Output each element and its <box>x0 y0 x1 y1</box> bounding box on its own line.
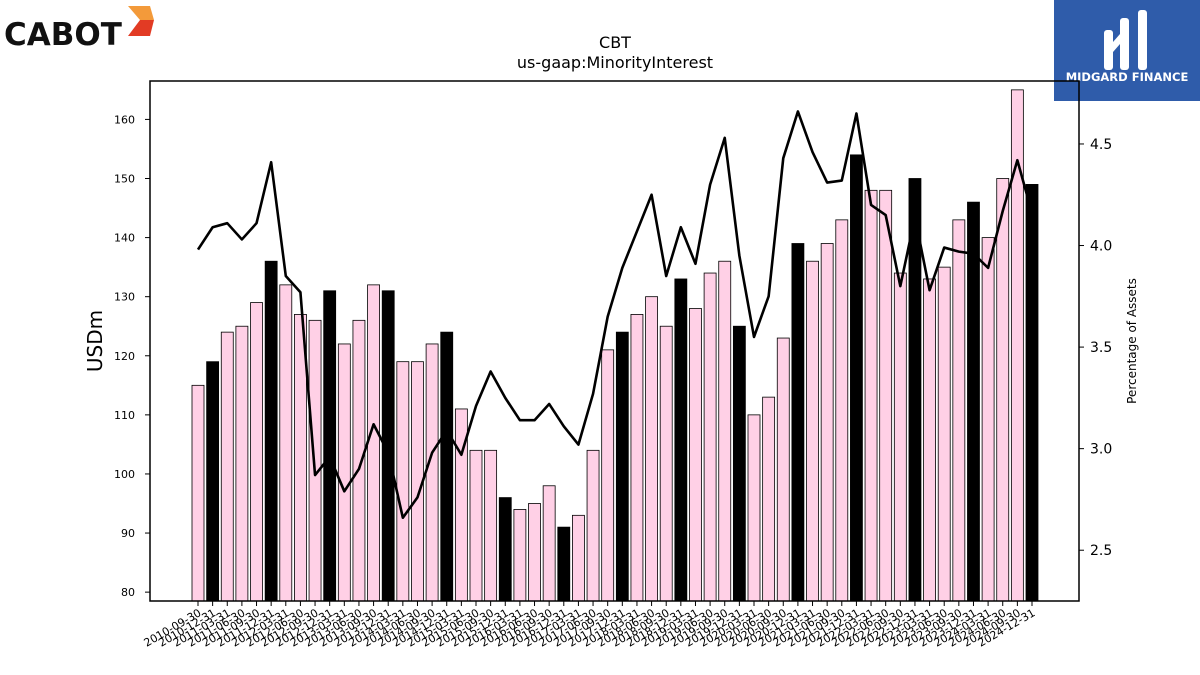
left-axis: 80 90 100 110 120 130 140 150 160 <box>114 113 150 599</box>
bar-2015-12-31 <box>498 497 512 602</box>
bar-2018-06-30 <box>645 296 658 602</box>
cabot-logo: CABOT <box>4 4 164 54</box>
bars-group <box>191 89 1039 602</box>
bar-2012-03-31 <box>279 284 293 602</box>
bar-2023-09-30 <box>952 219 966 602</box>
y2-tick-label-3.5: 3.5 <box>1090 340 1112 356</box>
bar-2020-12-31 <box>791 243 805 602</box>
bar-2014-12-31 <box>440 331 454 602</box>
bar-2014-09-30 <box>425 343 439 602</box>
y-tick-label-120: 120 <box>114 350 135 363</box>
bar-2011-06-30 <box>235 325 249 602</box>
bar-2016-12-31 <box>557 526 571 602</box>
line-layer <box>196 110 1034 520</box>
y2-tick-label-2.5: 2.5 <box>1090 543 1112 559</box>
bar-2019-09-30 <box>718 260 732 602</box>
bar-2011-09-30 <box>250 302 263 602</box>
bar-2021-12-31 <box>850 154 863 602</box>
bar-2023-12-31 <box>967 201 980 602</box>
bar-2018-03-31 <box>630 314 644 602</box>
y-tick-label-80: 80 <box>121 586 135 599</box>
bar-2016-06-30 <box>528 503 541 602</box>
bar-2020-03-31 <box>747 414 761 602</box>
bar-2024-03-31 <box>981 237 995 602</box>
bar-2015-06-30 <box>469 449 483 602</box>
percentage-line <box>196 110 1034 520</box>
bar-2020-06-30 <box>762 396 776 602</box>
bar-2021-09-30 <box>835 219 849 602</box>
bar-2021-03-31 <box>806 260 819 602</box>
y-tick-label-140: 140 <box>114 232 135 245</box>
logo-bar-right <box>1138 10 1147 70</box>
bar-2021-06-30 <box>820 243 834 602</box>
bar-2024-09-30 <box>1010 89 1024 602</box>
y2-tick-label-4.5: 4.5 <box>1090 137 1112 153</box>
bar-2019-03-31 <box>689 308 702 602</box>
right-axis: 2.5 3.0 3.5 4.0 4.5 <box>1079 137 1112 559</box>
y2-tick-label-4: 4.0 <box>1090 239 1112 255</box>
bar-2012-12-31 <box>323 290 337 602</box>
y-tick-label-100: 100 <box>114 468 135 481</box>
bar-2022-03-31 <box>864 189 878 602</box>
bar-2011-03-31 <box>220 331 234 602</box>
bar-2014-03-31 <box>396 361 410 602</box>
bar-2023-06-30 <box>937 266 951 602</box>
y2-tick-label-3: 3.0 <box>1090 442 1112 458</box>
bar-2022-06-30 <box>879 189 893 602</box>
bar-2022-09-30 <box>893 272 907 602</box>
logo-m-stroke <box>1113 34 1129 54</box>
y-tick-label-130: 130 <box>114 291 135 304</box>
bar-2015-09-30 <box>484 449 498 602</box>
bar-2017-03-31 <box>572 514 585 602</box>
bar-2010-12-31 <box>206 361 220 602</box>
bar-2019-06-30 <box>703 272 717 602</box>
bar-2018-12-31 <box>674 278 688 602</box>
cabot-logo-text: CABOT <box>4 17 122 53</box>
bar-2017-09-30 <box>601 349 615 602</box>
bar-2018-09-30 <box>659 325 673 602</box>
bar-2019-12-31 <box>732 325 746 602</box>
plot-frame <box>149 80 1080 602</box>
bar-2024-06-30 <box>996 178 1010 602</box>
midgard-logo-text: MIDGARD FINANCE <box>1066 70 1189 84</box>
y-tick-label-160: 160 <box>114 113 135 126</box>
y-tick-label-150: 150 <box>114 173 135 186</box>
bar-2011-12-31 <box>264 260 278 602</box>
bar-2020-09-30 <box>776 337 790 602</box>
bar-2013-03-31 <box>337 343 351 602</box>
logo-flame-bottom <box>128 20 154 36</box>
y-axis-label: USDm <box>83 310 107 372</box>
bar-2013-06-30 <box>352 319 366 602</box>
x-axis: 2010-09-302010-12-312011-03-312011-06-30… <box>142 601 1038 650</box>
bar-2013-09-30 <box>367 284 380 602</box>
chart-title: CBT <box>599 33 631 52</box>
chart-subtitle: us-gaap:MinorityInterest <box>517 53 713 72</box>
bar-2024-12-31 <box>1025 184 1039 602</box>
bar-2016-09-30 <box>542 485 556 602</box>
bar-2010-09-30 <box>191 384 205 602</box>
logo-flame-top <box>128 6 154 20</box>
y-tick-label-110: 110 <box>114 409 135 422</box>
bar-2023-03-31 <box>923 278 936 602</box>
bar-2017-06-30 <box>586 449 600 602</box>
y2-axis-label: Percentage of Assets <box>1125 278 1139 404</box>
logo-bar-left <box>1104 30 1113 70</box>
y-tick-label-90: 90 <box>121 527 135 540</box>
bar-2017-12-31 <box>615 331 629 602</box>
bar-2016-03-31 <box>513 509 527 602</box>
